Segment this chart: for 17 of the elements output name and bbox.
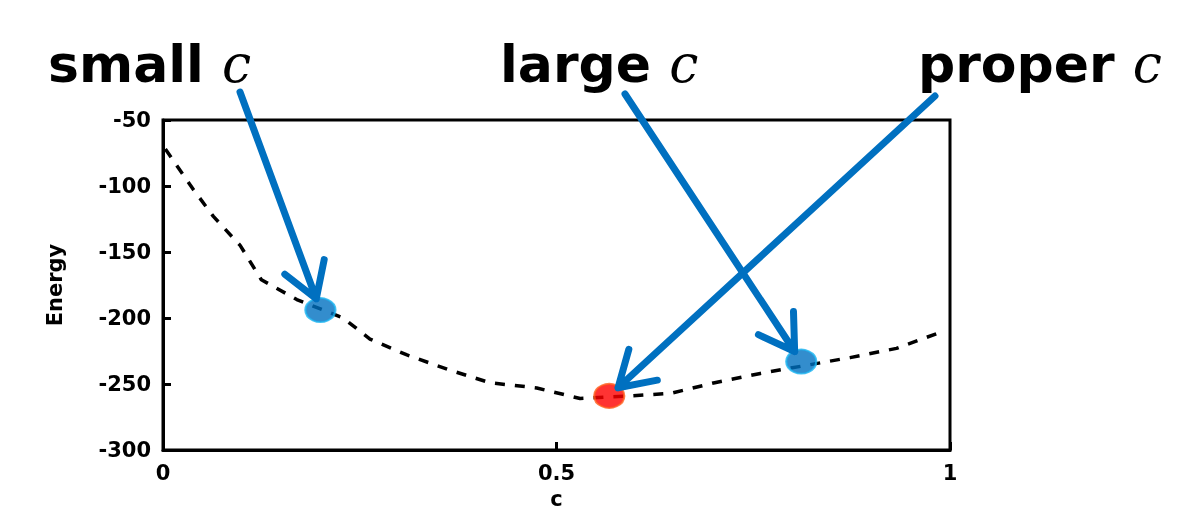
y-tick-label: -300 [98,438,151,462]
text: small c [48,34,252,94]
point [304,297,337,324]
x-axis-title: c [550,486,563,511]
y-tick-label: -150 [98,240,151,264]
y-tick-label: -50 [113,108,151,132]
point [785,348,818,375]
y-tick-label: -200 [98,306,151,330]
x-tick-label: 0 [155,460,171,485]
y-axis-title: Energy [42,243,67,327]
y-tick-label: -250 [98,372,151,396]
point [593,382,626,409]
text: large c [500,34,699,94]
x-tick-label: 1 [942,460,958,485]
x-tick-label: 0.5 [537,460,576,485]
y-tick-label: -100 [98,174,151,198]
text: proper c [918,34,1162,94]
